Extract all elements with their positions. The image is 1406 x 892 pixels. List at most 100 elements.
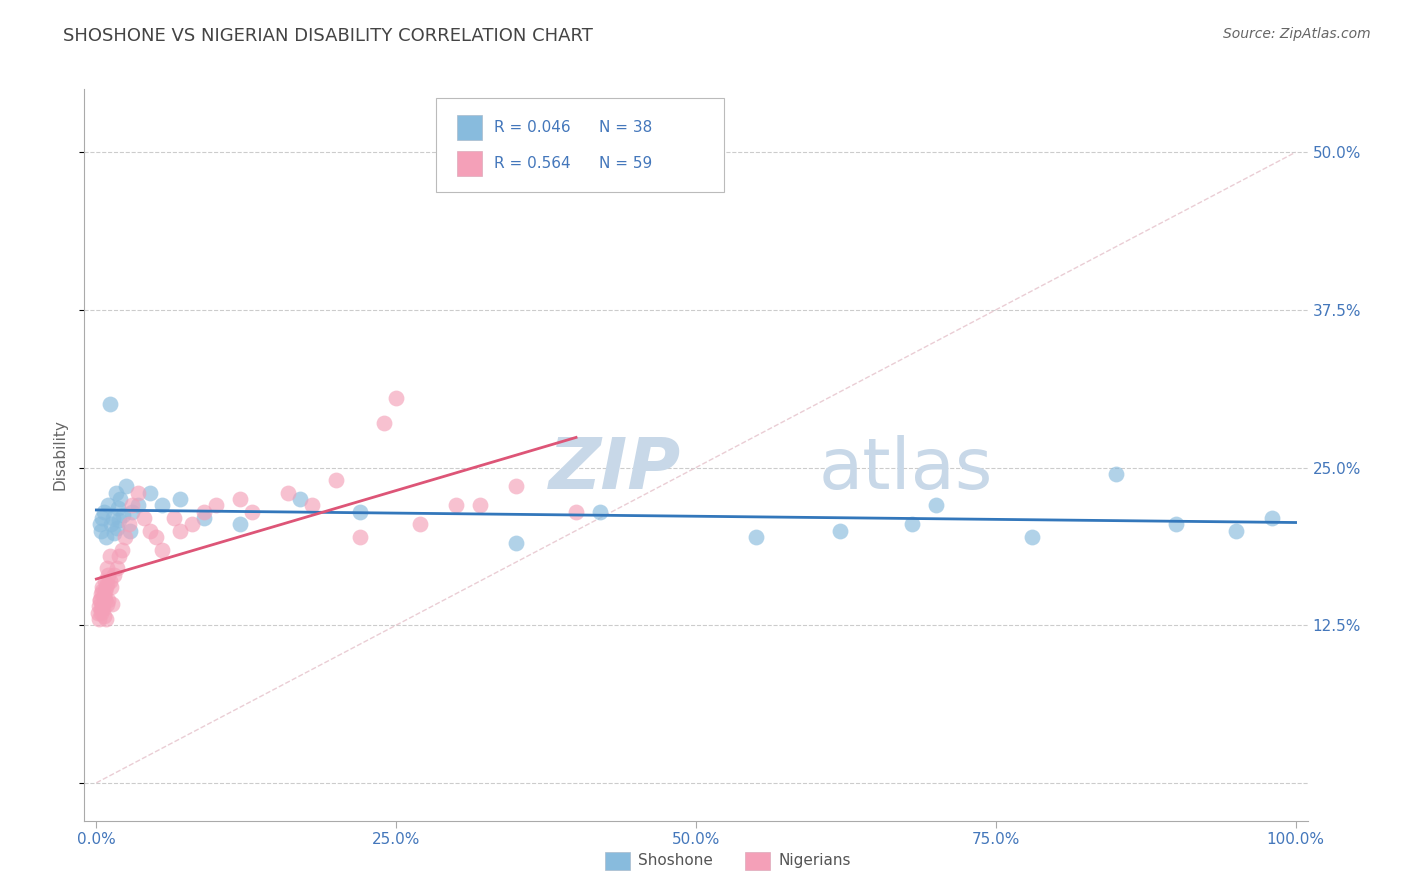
Point <box>925 499 948 513</box>
Point <box>94 530 117 544</box>
Point <box>139 524 162 538</box>
Point <box>121 499 143 513</box>
Point <box>240 505 263 519</box>
Point <box>91 511 114 525</box>
Point <box>118 517 141 532</box>
Point <box>505 479 527 493</box>
Point <box>1105 467 1128 481</box>
Point <box>565 505 588 519</box>
Point <box>89 517 111 532</box>
Point <box>127 499 149 513</box>
Point <box>1021 530 1043 544</box>
Point <box>97 499 120 513</box>
Point <box>100 580 122 594</box>
Point <box>93 609 115 624</box>
Point <box>93 589 115 603</box>
Point <box>115 479 138 493</box>
Point <box>828 524 851 538</box>
Point <box>121 505 143 519</box>
Point <box>373 417 395 431</box>
Point <box>169 491 191 506</box>
Point <box>98 574 121 588</box>
Point <box>901 517 924 532</box>
Point <box>105 521 128 535</box>
Point <box>385 391 408 405</box>
Point <box>98 549 121 563</box>
Point <box>409 517 432 532</box>
Point <box>745 530 768 544</box>
Point <box>103 526 125 541</box>
Point <box>96 597 118 611</box>
Point <box>90 587 112 601</box>
Point <box>110 542 132 557</box>
Text: SHOSHONE VS NIGERIAN DISABILITY CORRELATION CHART: SHOSHONE VS NIGERIAN DISABILITY CORRELAT… <box>63 27 593 45</box>
Point <box>93 574 117 588</box>
Point <box>134 511 156 525</box>
Point <box>349 505 371 519</box>
Text: N = 38: N = 38 <box>599 120 652 135</box>
Point <box>91 601 114 615</box>
Point <box>163 511 186 525</box>
Point <box>118 524 141 538</box>
Point <box>105 561 128 575</box>
Point <box>94 593 117 607</box>
Point <box>181 517 204 532</box>
Point <box>89 593 111 607</box>
Point <box>349 530 371 544</box>
Y-axis label: Disability: Disability <box>52 419 67 491</box>
Point <box>505 536 527 550</box>
Point <box>89 612 111 626</box>
Point <box>90 601 112 615</box>
Point <box>101 511 124 525</box>
Point <box>290 491 312 506</box>
Text: N = 59: N = 59 <box>599 156 652 170</box>
Point <box>96 561 118 575</box>
Point <box>150 542 173 557</box>
Text: Nigerians: Nigerians <box>779 854 852 868</box>
Point <box>93 584 117 599</box>
Point <box>1225 524 1247 538</box>
Point <box>193 505 215 519</box>
Text: atlas: atlas <box>818 435 993 504</box>
Point <box>107 500 129 515</box>
Point <box>94 580 117 594</box>
Point <box>325 473 347 487</box>
Point <box>90 599 112 614</box>
Point <box>1164 517 1187 532</box>
Point <box>104 485 127 500</box>
Point <box>97 593 120 607</box>
Point <box>108 549 131 563</box>
Point <box>91 584 114 599</box>
Point <box>193 511 215 525</box>
Point <box>89 593 111 607</box>
Point <box>90 524 112 538</box>
Text: R = 0.046: R = 0.046 <box>494 120 569 135</box>
Point <box>139 485 162 500</box>
Point <box>229 491 252 506</box>
Point <box>87 606 110 620</box>
Point <box>94 612 117 626</box>
Point <box>100 517 122 532</box>
Point <box>93 505 115 519</box>
Point <box>1260 511 1282 525</box>
Point <box>150 499 173 513</box>
Point <box>91 580 114 594</box>
Point <box>444 499 467 513</box>
Point <box>145 530 167 544</box>
Point <box>97 567 120 582</box>
Point <box>96 576 118 591</box>
Text: Shoshone: Shoshone <box>638 854 713 868</box>
Point <box>87 599 110 614</box>
Point <box>101 597 124 611</box>
Point <box>93 589 115 603</box>
Point <box>111 508 134 523</box>
Point <box>110 491 132 506</box>
Text: ZIP: ZIP <box>550 435 682 504</box>
Point <box>205 499 228 513</box>
Point <box>589 505 612 519</box>
Point <box>108 514 131 528</box>
Text: R = 0.564: R = 0.564 <box>494 156 569 170</box>
Point <box>277 485 299 500</box>
Text: Source: ZipAtlas.com: Source: ZipAtlas.com <box>1223 27 1371 41</box>
Point <box>103 567 125 582</box>
